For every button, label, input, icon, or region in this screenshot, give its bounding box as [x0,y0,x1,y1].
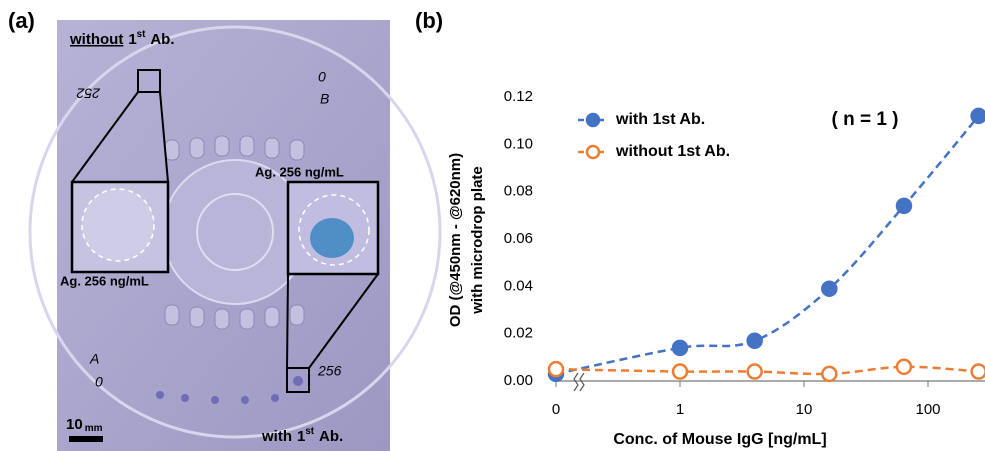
wells [164,135,305,330]
zoom-line [71,91,139,183]
handwriting: 0 [95,374,103,390]
handwriting: A [89,351,99,367]
blue-spot [310,218,354,258]
annotation: ( n = 1 ) [831,109,898,130]
label-part: st [305,426,314,437]
y-tick-label: 0.04 [504,277,533,294]
chart: ( n = 1 ) [547,107,985,392]
legend-marker [585,144,601,160]
scale-value: 10 [66,416,83,433]
series-line [555,365,979,376]
panel-label: (a) [8,8,35,33]
inset-label: Ag. 256 ng/mL [60,273,149,288]
handwriting: 256 [317,363,342,379]
y-tick-label: 0.06 [504,230,533,247]
zoom-box [286,367,310,393]
data-point [895,197,913,215]
disc-center [162,159,308,305]
y-tick-label: 0.10 [504,135,533,152]
axis-break [573,372,585,392]
photo-panel [28,20,442,451]
x-tick-label: 100 [915,401,940,418]
zoom-box [137,69,161,93]
data-point [671,339,689,357]
label-part: Ab. [319,428,343,445]
data-point [821,365,838,383]
label-part: 1 [297,428,305,445]
data-point [671,363,689,380]
series-line [555,115,980,376]
y-tick-label: 0.12 [504,88,533,105]
label-part: without [69,31,123,48]
disc-outline [28,25,442,439]
label-part: Ab. [150,31,174,48]
data-point [970,107,985,125]
legend-label: without 1st Ab. [615,143,730,160]
photo-label: with 1st Ab. [261,426,343,445]
inset-circle [81,188,155,262]
data-point [895,358,913,376]
y-tick-label: 0.00 [504,372,533,389]
disc-hole [196,193,274,271]
scale-bar [69,436,103,442]
data-point [970,363,985,380]
label-part: 1 [128,31,136,48]
data-point [746,363,763,380]
y-axis-label: OD (@450nm - @620nm) [447,153,464,327]
y-axis-label: with microdrop plate [469,166,486,315]
scale-unit: mm [85,423,103,434]
data-point [547,360,565,378]
x-axis-label: Conc. of Mouse IgG [ng/mL] [613,431,826,448]
legend-label: with 1st Ab. [615,111,705,128]
inset-label: Ag. 256 ng/mL [255,164,344,179]
photo-label: without 1st Ab. [69,29,175,48]
zoom-line [308,273,379,369]
x-tick-label: 1 [676,401,684,418]
handwriting: 252 [76,85,101,101]
scale-label: 10 mm [66,416,103,434]
x-tick-label: 10 [796,401,813,418]
blue-dots [156,376,303,404]
handwriting: B [320,91,329,107]
legend-marker [585,112,601,128]
panel-label: (b) [415,8,443,33]
data-point [821,280,838,297]
y-tick-label: 0.02 [504,325,533,342]
zoom-line [159,91,169,183]
x-tick-label: 0 [552,401,560,418]
label-part: with [261,428,292,445]
inset-circle [298,194,370,266]
zoom-line [286,273,289,369]
y-tick-label: 0.08 [504,183,533,200]
label-part: st [137,29,146,40]
handwriting: 0 [318,69,326,85]
data-point [746,332,763,350]
